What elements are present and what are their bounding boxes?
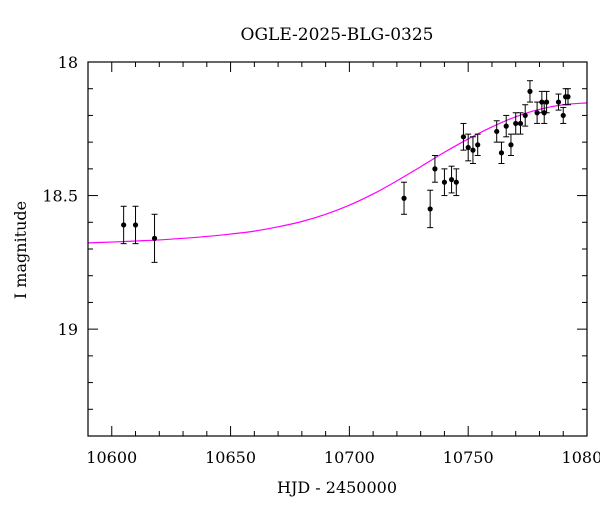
point-marker (544, 99, 550, 105)
point-marker (513, 120, 519, 127)
chart-title: OGLE-2025-BLG-0325 (241, 25, 434, 45)
y-tick-label: 19 (58, 320, 78, 339)
point-marker (517, 120, 524, 127)
data-point (507, 133, 514, 156)
point-marker (401, 195, 407, 201)
point-marker (522, 112, 528, 119)
x-tick-label: 10750 (443, 448, 494, 467)
point-marker (503, 123, 509, 129)
point-marker (565, 94, 571, 100)
x-tick-label: 10650 (205, 448, 256, 467)
point-marker (475, 142, 481, 148)
point-marker (432, 166, 438, 172)
point-marker (121, 222, 127, 228)
data-point (543, 90, 550, 114)
point-marker (460, 134, 467, 140)
x-tick-label: 10800 (562, 448, 600, 467)
data-point (564, 88, 571, 106)
y-tick-label: 18 (58, 53, 78, 72)
x-tick-label: 10700 (324, 448, 375, 467)
data-point (401, 181, 408, 215)
tick-labels: 10600 10650 10700 10750 10800 18 18.5 19 (42, 53, 600, 467)
data-point (503, 114, 510, 138)
data-point (431, 155, 438, 183)
axis-ticks (87, 61, 588, 437)
data-point (474, 133, 481, 156)
data-point (427, 189, 434, 229)
point-marker (508, 142, 514, 148)
point-marker (527, 88, 533, 94)
point-marker (453, 179, 459, 185)
point-marker (494, 128, 500, 135)
point-marker (441, 179, 448, 185)
point-marker (465, 144, 471, 151)
data-point (453, 168, 460, 197)
plot-frame (87, 61, 588, 437)
data-point (534, 101, 541, 124)
point-marker (448, 176, 455, 183)
point-marker (555, 99, 562, 105)
data-point (522, 104, 529, 127)
data-point (448, 165, 455, 194)
data-point (120, 205, 127, 245)
point-marker (132, 222, 139, 228)
data-point (560, 106, 567, 124)
point-marker (470, 147, 476, 153)
point-marker (560, 112, 566, 119)
data-point (469, 136, 476, 165)
y-axis-label: I magnitude (11, 201, 30, 299)
data-point (151, 213, 158, 263)
data-points (120, 80, 571, 263)
data-point (465, 133, 472, 162)
data-point (441, 168, 448, 197)
point-marker (534, 110, 540, 116)
model-curve (87, 102, 588, 244)
plot-area (87, 80, 588, 263)
data-point (460, 122, 467, 151)
x-axis-label: HJD - 2450000 (277, 478, 397, 497)
data-point (555, 93, 562, 111)
data-point (526, 80, 533, 103)
point-marker (498, 150, 505, 156)
y-tick-label: 18.5 (42, 187, 78, 206)
data-point (498, 141, 505, 165)
point-marker (151, 235, 158, 241)
data-point (132, 205, 139, 245)
x-tick-label: 10600 (86, 448, 137, 467)
point-marker (427, 206, 433, 212)
data-point (517, 112, 524, 135)
